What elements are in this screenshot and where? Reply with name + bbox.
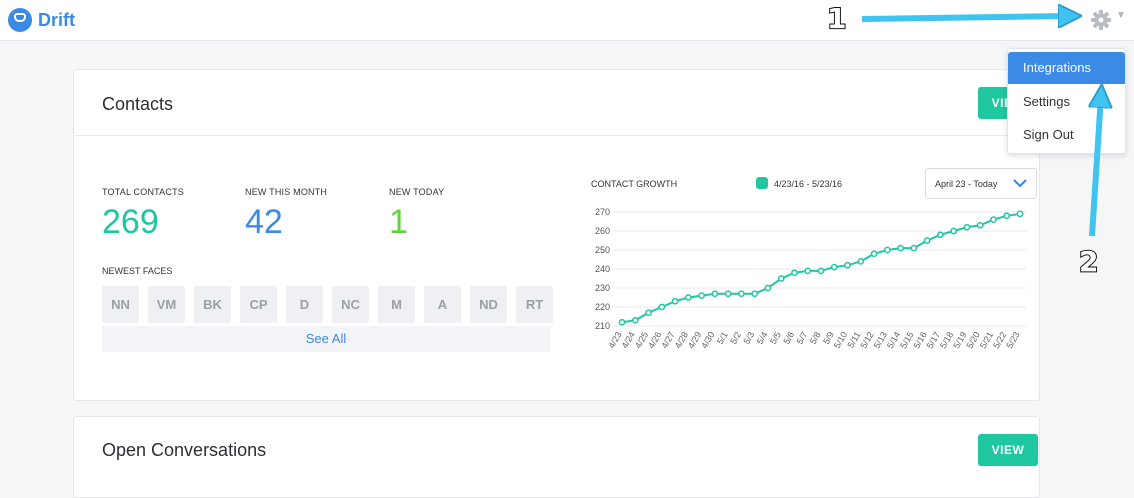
y-tick-label: 260 [595,226,610,236]
data-point [804,267,812,275]
avatar[interactable]: D [286,286,323,323]
legend-swatch [756,177,768,189]
data-point [751,290,759,298]
contact-growth-chart: 2102202302402502602704/234/244/254/264/2… [595,207,1026,350]
open-conversations-view-button[interactable]: VIEW [978,434,1038,466]
data-point [724,290,732,298]
chevron-down-icon [1013,179,1027,188]
data-point [1003,212,1011,220]
menu-item-settings[interactable]: Settings [1023,94,1070,109]
contacts-title: Contacts [102,94,174,114]
data-point [870,250,878,258]
y-tick-label: 230 [595,283,610,293]
newest-faces-label: NEWEST FACES [102,266,173,276]
y-tick-label: 210 [595,321,610,331]
data-point [910,244,918,252]
y-tick-label: 220 [595,302,610,312]
avatar[interactable]: CP [240,286,277,323]
stat-label: TOTAL CONTACTS [102,187,184,197]
stat-value: 42 [245,203,283,241]
data-point [844,261,851,269]
stat-new-today: NEW TODAY 1 [389,187,444,242]
data-point [618,318,626,326]
y-tick-label: 270 [595,207,610,217]
drift-logo[interactable]: Drift [8,8,75,32]
contacts-card: Contacts VIEW TOTAL CONTACTS 269 NEW THI… [73,69,1040,401]
see-all-link[interactable]: See All [102,326,550,352]
stat-total-contacts: TOTAL CONTACTS 269 [102,187,184,242]
data-point [950,227,958,235]
data-point [963,223,971,231]
annotation-number-2: 2 [1078,244,1100,279]
avatar[interactable]: RT [516,286,553,323]
data-point [857,258,865,265]
data-point [738,290,745,298]
stat-label: NEW TODAY [389,187,445,197]
menu-item-integrations[interactable]: Integrations [1008,52,1125,84]
newest-faces: NN VM BK CP D NC M A ND RT [102,286,553,323]
data-point [658,303,666,311]
date-range-select[interactable]: April 23 - Today [925,168,1037,199]
menu-item-sign-out[interactable]: Sign Out [1023,127,1074,142]
data-point [990,216,997,223]
annotation-arrows [861,0,1134,237]
data-point [791,269,798,277]
data-point [817,267,825,275]
data-point [645,309,652,317]
stat-label: NEW THIS MONTH [245,187,328,197]
data-point [937,231,944,239]
open-conversations-title: Open Conversations [102,440,267,460]
data-point [883,246,891,254]
data-point [777,275,785,282]
avatar[interactable]: NN [102,286,139,323]
avatar[interactable]: ND [470,286,507,323]
arrow-to-integrations [1092,96,1101,237]
stat-new-this-month: NEW THIS MONTH 42 [245,187,327,242]
data-point [1016,210,1024,218]
legend-label: 4/23/16 - 5/23/16 [774,179,843,189]
annotation-number-1: 1 [826,1,848,36]
stat-value: 269 [102,203,159,241]
data-point [698,292,705,299]
y-tick-label: 250 [595,245,610,255]
data-point [976,221,984,229]
y-tick-label: 240 [595,264,610,274]
avatar[interactable]: VM [148,286,185,323]
data-point [711,290,719,298]
data-point [830,263,838,271]
data-point [631,316,639,324]
divider [74,135,1039,136]
avatar[interactable]: M [378,286,415,323]
contact-growth-label: CONTACT GROWTH [591,179,678,189]
data-point [897,244,904,252]
data-point [923,237,931,244]
date-range-value: April 23 - Today [935,179,998,189]
stat-value: 1 [389,203,408,241]
data-point [764,284,772,292]
avatar[interactable]: NC [332,286,369,323]
app-name: Drift [38,9,75,30]
avatar[interactable]: A [424,286,461,323]
data-point [671,297,679,305]
chevron-down-icon[interactable]: ▼ [1116,10,1126,21]
gear-icon[interactable] [1090,9,1112,31]
drift-logo-icon [8,8,32,32]
data-point [684,294,692,301]
arrow-to-gear [861,16,1070,19]
avatar[interactable]: BK [194,286,231,323]
